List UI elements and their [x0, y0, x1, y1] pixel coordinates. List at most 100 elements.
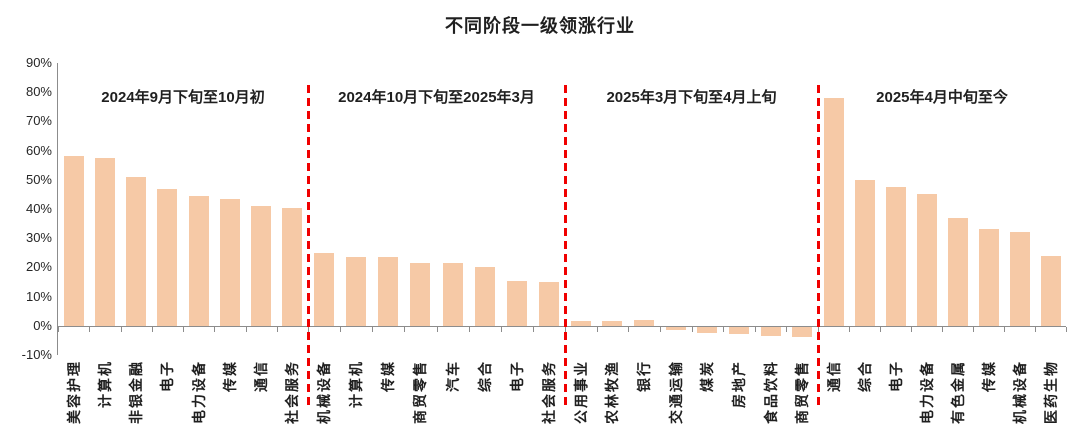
x-axis-label: 电力设备 — [190, 360, 207, 424]
x-axis-label: 通信 — [253, 360, 270, 392]
x-axis-label: 传媒 — [221, 360, 238, 392]
bar — [188, 195, 209, 326]
x-axis-tick — [245, 326, 247, 332]
section-divider-line — [306, 85, 310, 408]
x-axis-label: 商贸零售 — [794, 360, 811, 424]
x-axis-label: 通信 — [825, 360, 842, 392]
x-axis-label: 医药生物 — [1042, 360, 1059, 424]
x-axis-tick — [849, 326, 850, 332]
x-axis-label: 电力设备 — [918, 360, 935, 424]
x-axis-label: 食品饮料 — [762, 360, 779, 424]
x-axis-tick — [973, 326, 974, 332]
x-axis-tick — [880, 326, 881, 332]
x-axis-label: 计算机 — [348, 360, 365, 408]
y-axis-tick-label: 0% — [33, 317, 52, 333]
x-axis-tick — [89, 326, 91, 332]
x-axis-tick — [404, 326, 406, 332]
y-axis-tick-label: 80% — [25, 84, 52, 100]
x-axis-label: 房地产 — [730, 360, 747, 408]
section-label: 2024年9月下旬至10月初 — [101, 89, 265, 106]
bar — [94, 157, 115, 326]
x-axis-tick — [818, 326, 819, 332]
y-axis-tick-label: 30% — [25, 230, 52, 246]
x-axis-label: 传媒 — [980, 360, 997, 392]
x-axis-label: 农林牧渔 — [604, 360, 621, 424]
y-axis-tick-label: 20% — [25, 259, 52, 275]
bar — [346, 257, 367, 326]
y-axis-line — [57, 63, 58, 355]
x-axis-tick — [659, 326, 661, 332]
x-axis-tick — [308, 326, 309, 332]
x-axis-label: 有色金属 — [949, 360, 966, 424]
x-axis-tick — [596, 326, 598, 332]
x-axis-tick — [532, 326, 534, 332]
bar — [474, 267, 495, 326]
x-axis-tick — [1035, 326, 1036, 332]
bar — [792, 326, 813, 338]
x-axis-label: 电子 — [508, 360, 525, 392]
x-axis-line — [58, 325, 1066, 327]
x-axis-tick — [468, 326, 470, 332]
bar — [634, 319, 655, 326]
x-axis-label: 商贸零售 — [412, 360, 429, 424]
x-axis-tick — [628, 326, 630, 332]
bar — [665, 326, 686, 330]
section-divider-line — [816, 85, 820, 408]
x-axis-tick — [58, 326, 59, 332]
x-axis-label: 美容护理 — [65, 360, 82, 424]
x-axis-tick — [691, 326, 693, 332]
x-axis-label: 电子 — [887, 360, 904, 392]
x-axis-label: 交通运输 — [667, 360, 684, 424]
bar — [219, 198, 240, 326]
x-axis-tick — [754, 326, 756, 332]
x-axis-label: 银行 — [636, 360, 653, 392]
x-axis-label: 公用事业 — [572, 360, 589, 424]
x-axis-tick — [151, 326, 153, 332]
x-axis-tick — [120, 326, 122, 332]
x-axis-label: 煤炭 — [699, 360, 716, 392]
x-axis-tick — [786, 326, 788, 332]
bar — [854, 179, 875, 326]
bar — [410, 263, 431, 326]
bar — [314, 252, 335, 326]
bar — [978, 229, 999, 326]
x-axis-label: 电子 — [159, 360, 176, 392]
section-label: 2024年10月下旬至2025年3月 — [338, 89, 535, 106]
bar — [157, 188, 178, 326]
x-axis-label: 社会服务 — [540, 360, 557, 424]
bar — [538, 282, 559, 326]
y-axis-tick-label: 90% — [25, 55, 52, 70]
x-axis-label: 综合 — [856, 360, 873, 392]
y-axis-tick-label: 10% — [25, 288, 52, 304]
x-axis-label: 汽车 — [444, 360, 461, 392]
x-axis-label: 综合 — [476, 360, 493, 392]
x-axis-tick — [340, 326, 342, 332]
section-label: 2025年3月下旬至4月上旬 — [606, 89, 777, 106]
x-axis-tick — [565, 326, 566, 332]
x-axis-tick — [1004, 326, 1005, 332]
x-axis-tick — [214, 326, 216, 332]
chart-title: 不同阶段一级领涨行业 — [445, 16, 635, 36]
x-axis-tick — [942, 326, 943, 332]
bar — [126, 176, 147, 326]
x-axis-label: 机械设备 — [316, 360, 333, 424]
x-axis-label: 社会服务 — [284, 360, 301, 424]
y-axis-tick-label: 50% — [25, 171, 52, 187]
x-axis-tick — [372, 326, 374, 332]
bar — [378, 257, 399, 326]
bar — [823, 98, 844, 326]
y-axis-tick-label: 60% — [25, 142, 52, 158]
bar — [697, 326, 718, 333]
y-axis-tick-label: -10% — [21, 347, 52, 362]
bar — [947, 217, 968, 326]
bar — [1040, 255, 1061, 326]
x-axis-tick — [183, 326, 184, 332]
x-axis-tick — [436, 326, 438, 332]
x-axis-tick — [1066, 326, 1067, 332]
bar — [506, 280, 527, 326]
x-axis-tick — [276, 326, 278, 332]
x-axis-label: 传媒 — [380, 360, 397, 392]
x-axis-label: 计算机 — [96, 360, 113, 408]
bar — [760, 326, 781, 336]
